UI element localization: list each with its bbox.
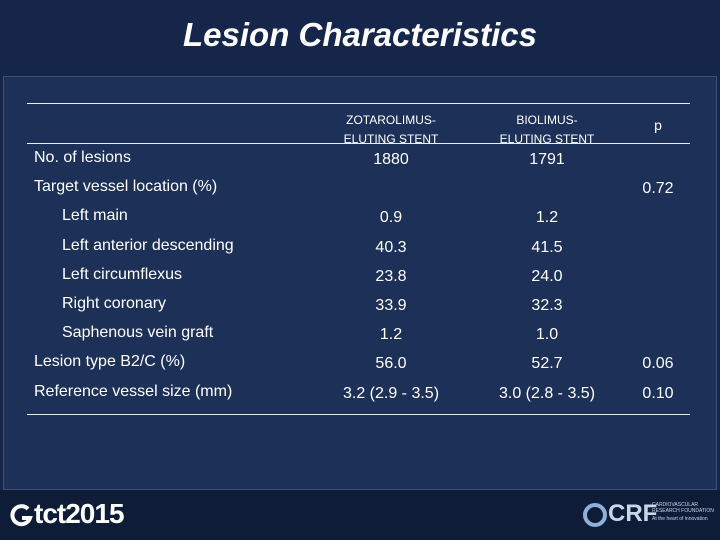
- cell-value: 0.10: [642, 384, 674, 402]
- row-label: Left main: [62, 207, 128, 225]
- table-rule: [27, 143, 690, 144]
- column-header: ZOTAROLIMUS-: [346, 113, 436, 127]
- row-label: Lesion type B2/C (%): [34, 353, 186, 371]
- cell-value: 1.2: [379, 326, 403, 344]
- row-label: Target vessel location (%): [34, 178, 218, 196]
- crf-icon: [583, 503, 607, 527]
- cell-value: 1791: [529, 151, 565, 168]
- crf-name: CARDIOVASCULAR RESEARCH FOUNDATION: [652, 502, 714, 514]
- column-header: BIOLIMUS-: [516, 113, 578, 127]
- footer: tct2015 CRF CARDIOVASCULAR RESEARCH FOUN…: [0, 490, 720, 540]
- row-label: Right coronary: [62, 295, 167, 312]
- cell-value: 0.9: [379, 209, 403, 227]
- cell-value: 32.3: [531, 297, 563, 314]
- cell-value: 24.0: [531, 267, 563, 285]
- row-label: Left circumflexus: [62, 265, 183, 283]
- tct-icon: [10, 504, 33, 527]
- cell-value: 1880: [373, 151, 409, 168]
- cell-value: 56.0: [375, 355, 407, 373]
- slide-title: Lesion Characteristics: [183, 16, 537, 53]
- table-rule: [27, 413, 690, 415]
- crf-tagline: At the heart of innovation: [652, 516, 708, 522]
- row-label: Reference vessel size (mm): [34, 382, 233, 400]
- column-header: ELUTING STENT: [343, 132, 439, 146]
- table-rule: [27, 103, 690, 104]
- cell-value: 41.5: [531, 238, 563, 256]
- row-label: Left anterior descending: [62, 236, 234, 254]
- cell-value: 0.72: [642, 180, 674, 198]
- column-header: ELUTING STENT: [499, 132, 595, 146]
- cell-value: 1.2: [535, 209, 559, 227]
- cell-value: 33.9: [375, 297, 407, 314]
- content-panel: [3, 76, 717, 490]
- cell-value: 3.0 (2.8 - 3.5): [498, 384, 596, 402]
- crf-logo: CRF: [608, 500, 658, 527]
- cell-value: 1.0: [535, 326, 559, 344]
- tct-logo: tct2015: [34, 498, 125, 529]
- cell-value: 0.06: [642, 355, 674, 373]
- cell-value: 3.2 (2.9 - 3.5): [342, 384, 440, 402]
- row-label: No. of lesions: [34, 149, 131, 166]
- column-header: p: [654, 117, 662, 133]
- cell-value: 52.7: [531, 355, 563, 373]
- cell-value: 23.8: [375, 267, 407, 285]
- cell-value: 40.3: [375, 238, 407, 256]
- row-label: Saphenous vein graft: [62, 324, 214, 342]
